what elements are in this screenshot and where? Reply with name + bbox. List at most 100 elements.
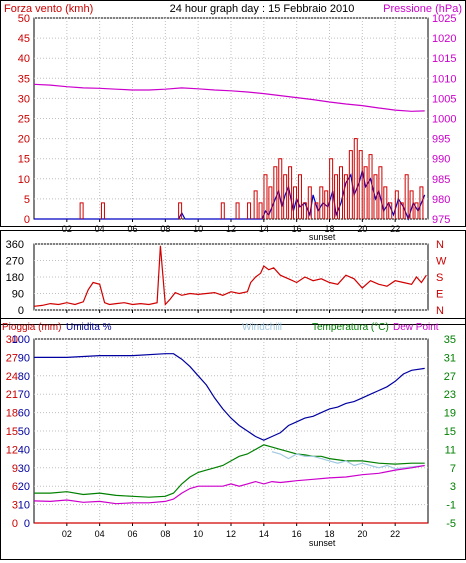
wind-gust-bar bbox=[353, 138, 358, 219]
wind-gust-bar bbox=[414, 202, 419, 219]
pressure-ytick-label: 995 bbox=[432, 134, 450, 146]
sunset-label-bottom: sunset bbox=[309, 538, 336, 548]
pressure-ytick-label: 980 bbox=[432, 194, 450, 206]
pressure-axis-label: Pressione (hPa) bbox=[383, 3, 462, 15]
compass-tick-label: N bbox=[436, 305, 444, 317]
wind-ytick-label: 35 bbox=[18, 73, 30, 85]
wind-gust-bar bbox=[368, 154, 373, 219]
windchill-axis-label: Windchill bbox=[242, 322, 282, 333]
windchill-line bbox=[271, 451, 425, 470]
wind-ytick-label: 15 bbox=[18, 154, 30, 166]
climate-xtick-label: 08 bbox=[160, 529, 170, 539]
wind-gust-bar bbox=[288, 166, 293, 219]
temperature-ytick-label: 3 bbox=[450, 481, 456, 493]
wind-gust-bar bbox=[273, 166, 278, 219]
wind-gust-bar bbox=[373, 174, 378, 219]
wind-gust-bar bbox=[343, 174, 348, 219]
climate-xtick-label: 04 bbox=[95, 529, 105, 539]
wind-gust-bar bbox=[334, 174, 339, 219]
wind-ytick-label: 20 bbox=[18, 134, 30, 146]
wind-ytick-label: 50 bbox=[18, 13, 30, 25]
wind-gust-bar bbox=[297, 174, 302, 219]
direction-ytick-label: 180 bbox=[6, 272, 24, 284]
rain-ytick-label: 6 bbox=[12, 481, 18, 493]
wind-gust-bar bbox=[329, 158, 334, 219]
wind-ytick-label: 45 bbox=[18, 33, 30, 45]
direction-ytick-label: 270 bbox=[6, 256, 24, 268]
pressure-ytick-label: 1000 bbox=[432, 114, 456, 126]
wind-gust-bar bbox=[363, 166, 368, 219]
pressure-ytick-label: 1020 bbox=[432, 33, 456, 45]
wind-xtick-label: 08 bbox=[160, 224, 170, 234]
wind-gust-bar bbox=[314, 202, 319, 219]
rain-ytick-label: 12 bbox=[6, 444, 18, 456]
temperature-axis-label: Temperatura (°C) bbox=[312, 322, 389, 333]
rain-ytick-label: 30 bbox=[6, 334, 18, 346]
wind-ytick-label: 30 bbox=[18, 93, 30, 105]
chart-title: 24 hour graph day : 15 Febbraio 2010 bbox=[170, 3, 355, 15]
rain-ytick-label: 18 bbox=[6, 408, 18, 420]
temperature-ytick-label: 19 bbox=[444, 408, 456, 420]
pressure-ytick-label: 1015 bbox=[432, 53, 456, 65]
compass-tick-label: E bbox=[436, 289, 443, 301]
wind-xtick-label: 14 bbox=[259, 224, 269, 234]
wind-gust-bar bbox=[247, 202, 252, 219]
wind-ytick-label: 10 bbox=[18, 174, 30, 186]
wind-gust-bar bbox=[268, 186, 273, 219]
rain-ytick-label: 21 bbox=[6, 389, 18, 401]
wind-xtick-label: 12 bbox=[226, 224, 236, 234]
wind-gust-bar bbox=[258, 202, 263, 219]
climate-xtick-label: 06 bbox=[127, 529, 137, 539]
wind-gust-bar bbox=[178, 202, 183, 219]
humidity-ytick-label: 40 bbox=[18, 444, 30, 456]
rain-ytick-label: 15 bbox=[6, 426, 18, 438]
climate-xtick-label: 10 bbox=[193, 529, 203, 539]
climate-xtick-label: 02 bbox=[62, 529, 72, 539]
wind-xtick-label: 04 bbox=[95, 224, 105, 234]
humidity-ytick-label: 20 bbox=[18, 481, 30, 493]
wind-gust-bar bbox=[338, 166, 343, 219]
pressure-ytick-label: 985 bbox=[432, 174, 450, 186]
wind-gust-bar bbox=[278, 158, 283, 219]
wind-axis-label: Forza vento (kmh) bbox=[4, 3, 93, 15]
temperature-line bbox=[34, 444, 425, 498]
rain-axis-label: Pioggia (mm) bbox=[2, 322, 61, 333]
wind-gust-bar bbox=[394, 190, 399, 219]
temperature-ytick-label: 15 bbox=[444, 426, 456, 438]
wind-xtick-label: 16 bbox=[292, 224, 302, 234]
climate-xtick-label: 14 bbox=[259, 529, 269, 539]
temperature-ytick-label: -1 bbox=[446, 500, 456, 512]
wind-gust-bar bbox=[293, 186, 298, 219]
wind-xtick-label: 20 bbox=[357, 224, 367, 234]
wind-gust-bar bbox=[399, 202, 404, 219]
compass-tick-label: W bbox=[436, 256, 447, 268]
humidity-line bbox=[34, 353, 425, 441]
wind-ytick-label: 5 bbox=[24, 194, 30, 206]
pressure-ytick-label: 975 bbox=[432, 214, 450, 226]
temperature-ytick-label: 23 bbox=[444, 389, 456, 401]
humidity-ytick-label: 100 bbox=[12, 334, 30, 346]
wind-gust-bar bbox=[324, 190, 329, 219]
dewpoint-axis-label: Dew Point bbox=[393, 322, 439, 333]
pressure-ytick-label: 1005 bbox=[432, 93, 456, 105]
temperature-ytick-label: 7 bbox=[450, 463, 456, 475]
wind-xtick-label: 02 bbox=[62, 224, 72, 234]
humidity-ytick-label: 30 bbox=[18, 463, 30, 475]
direction-ytick-label: 360 bbox=[6, 239, 24, 251]
rain-ytick-label: 3 bbox=[12, 500, 18, 512]
wind-gust-bar bbox=[100, 202, 105, 219]
wind-gust-bar bbox=[319, 186, 324, 219]
wind-gust-bar bbox=[307, 186, 312, 219]
sunset-label: sunset bbox=[309, 232, 336, 242]
wind-gust-bar bbox=[388, 202, 393, 219]
direction-ytick-label: 90 bbox=[12, 289, 24, 301]
wind-gust-bar bbox=[358, 150, 363, 219]
wind-gust-bar bbox=[409, 190, 414, 219]
wind-gust-bar bbox=[378, 166, 383, 219]
rain-ytick-label: 0 bbox=[12, 518, 18, 530]
wind-xtick-label: 22 bbox=[390, 224, 400, 234]
wind-ytick-label: 0 bbox=[24, 214, 30, 226]
compass-tick-label: N bbox=[436, 239, 444, 251]
rain-ytick-label: 24 bbox=[6, 371, 18, 383]
rain-ytick-label: 27 bbox=[6, 352, 18, 364]
